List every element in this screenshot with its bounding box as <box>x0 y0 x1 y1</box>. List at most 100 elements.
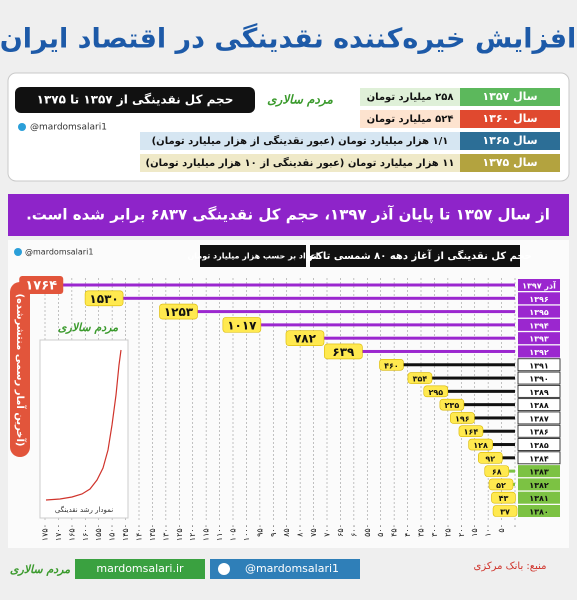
category-box <box>518 345 560 358</box>
x-tick-label: ۱۴۰۰ <box>135 524 144 541</box>
info-heading-box <box>15 87 255 113</box>
row-bg <box>140 154 460 172</box>
chart-handle: @mardomsalari1 <box>25 248 93 257</box>
x-tick-label: ۱۵۵۰ <box>94 524 103 541</box>
row-bg <box>360 88 460 106</box>
value-label: ۱۹۶ <box>455 414 470 423</box>
x-tick-label: ۱۶۵۰ <box>67 524 76 541</box>
value-label-box <box>450 412 475 424</box>
x-tick-label: ۱۷۰۰ <box>54 524 63 541</box>
bar <box>451 403 515 407</box>
bar <box>304 336 515 340</box>
bar <box>470 429 515 433</box>
category-box <box>518 465 560 478</box>
row-bg <box>360 110 460 128</box>
category-box <box>518 279 560 291</box>
bar <box>490 456 515 460</box>
category-box <box>518 478 560 491</box>
value-label: ۹۲ <box>485 454 495 463</box>
x-tick-label: ۰ <box>511 524 520 528</box>
bar <box>41 283 516 287</box>
value-label: ۶۸ <box>492 468 502 477</box>
value-label-box <box>285 330 325 346</box>
row-year: سال ۱۳۷۵ <box>482 156 537 169</box>
x-tick-label: ۹۰۰ <box>269 524 278 537</box>
value-label: ۱۷۶۴ <box>25 279 57 294</box>
category-label: ۱۳۸۲ <box>529 481 549 490</box>
chart-title-box <box>310 245 520 267</box>
category-label: ۱۳۸۹ <box>529 388 549 397</box>
bars: ۱۷۶۴ آذر ۱۳۹۷ ۱۵۳۰ ۱۳۹۶ ۱۲۵۳ ۱۳۹۵ ۱۰۱۷ ۱۳۹۴ ۷۸۲ ۱… <box>19 276 561 517</box>
value-label: ۶۳۹ <box>332 345 355 359</box>
value-label-box <box>491 491 516 504</box>
row-text: ۱/۱ هزار میلیارد تومان (عبور نقدینگی از … <box>152 134 449 147</box>
value-label-box <box>379 358 404 371</box>
bar <box>178 310 516 314</box>
footer-site: mardomsalari.ir <box>96 562 184 575</box>
x-tick-label: ۷۵۰ <box>309 524 318 537</box>
category-label: آذر ۱۳۹۷ <box>522 281 556 291</box>
x-tick-label: ۵۵۰ <box>363 524 372 537</box>
bar <box>419 376 515 380</box>
side-note: (آخرین آمار رسمی منتشرشده) <box>14 293 27 446</box>
value-label-box <box>484 465 510 477</box>
x-tick-label: ۴۰۰ <box>403 524 412 537</box>
value-label-box <box>159 303 198 320</box>
value-label: ۴۳ <box>499 494 509 503</box>
inset-curve <box>45 349 122 501</box>
inset-box <box>39 339 129 519</box>
row-year-box <box>460 154 560 172</box>
logo: مردم سالاری <box>58 321 118 334</box>
category-box <box>517 411 561 425</box>
x-tick-label: ۱۱۰۰ <box>215 524 224 541</box>
info-rows: سال ۱۳۵۷ ۲۵۸ میلیارد تومان سال ۱۳۶۰ ۵۲۴ … <box>140 88 560 172</box>
category-label: ۱۳۹۶ <box>529 295 549 304</box>
value-label: ۳۷ <box>500 508 510 517</box>
footer-source: منبع: بانک مرکزی <box>474 561 547 572</box>
footer-handle: @mardomsalari1 <box>245 562 339 575</box>
row-bg <box>140 132 460 150</box>
x-tick-label: ۶۰۰ <box>349 524 358 537</box>
category-label: ۱۳۹۴ <box>529 321 549 330</box>
category-box <box>517 424 561 438</box>
value-label: ۴۶۰ <box>384 361 399 370</box>
row-text: ۲۵۸ میلیارد تومان <box>367 92 454 103</box>
value-label: ۳۵۴ <box>413 375 428 384</box>
bar <box>241 323 515 327</box>
bar <box>343 349 515 353</box>
chart-subtitle-box <box>200 245 306 267</box>
bar <box>480 443 515 447</box>
telegram-icon <box>18 123 26 131</box>
x-tick-label: ۱۵۰۰ <box>108 524 117 541</box>
x-tick-label: ۱۲۵۰ <box>175 524 184 541</box>
bar <box>435 389 515 393</box>
value-label-box <box>492 505 518 517</box>
x-tick-label: ۶۵۰ <box>336 524 345 537</box>
telegram-icon <box>14 248 22 256</box>
value-label-box <box>222 317 262 333</box>
category-label: ۱۳۸۰ <box>529 508 549 517</box>
row-year-box <box>460 132 560 150</box>
footer-handle-box <box>210 559 360 579</box>
category-box <box>517 384 561 398</box>
category-label: ۱۳۹۲ <box>529 348 549 357</box>
category-box <box>517 398 561 412</box>
value-label: ۱۲۸ <box>473 441 488 450</box>
value-label: ۱۶۴ <box>464 428 479 437</box>
chart-subtitle: اعداد بر حسب هزار میلیارد تومان <box>187 252 318 261</box>
category-box <box>517 451 561 465</box>
value-label: ۱۲۵۳ <box>164 305 194 319</box>
bar <box>462 416 515 420</box>
row-year: سال ۱۳۵۷ <box>482 90 537 103</box>
logo: مردم سالاری <box>10 563 70 576</box>
x-tick-label: ۸۵۰ <box>282 524 291 537</box>
row-text: ۵۲۴ میلیارد تومان <box>367 114 454 125</box>
value-label-box <box>488 478 514 491</box>
x-tick-label: ۵۰۰ <box>376 524 385 537</box>
row-year: سال ۱۳۶۵ <box>482 134 537 147</box>
category-label: ۱۳۹۳ <box>529 335 549 344</box>
x-tick-label: ۱۰۰۰ <box>242 524 251 541</box>
value-label-box <box>439 398 465 411</box>
x-tick-label: ۱۵۰ <box>470 524 479 537</box>
